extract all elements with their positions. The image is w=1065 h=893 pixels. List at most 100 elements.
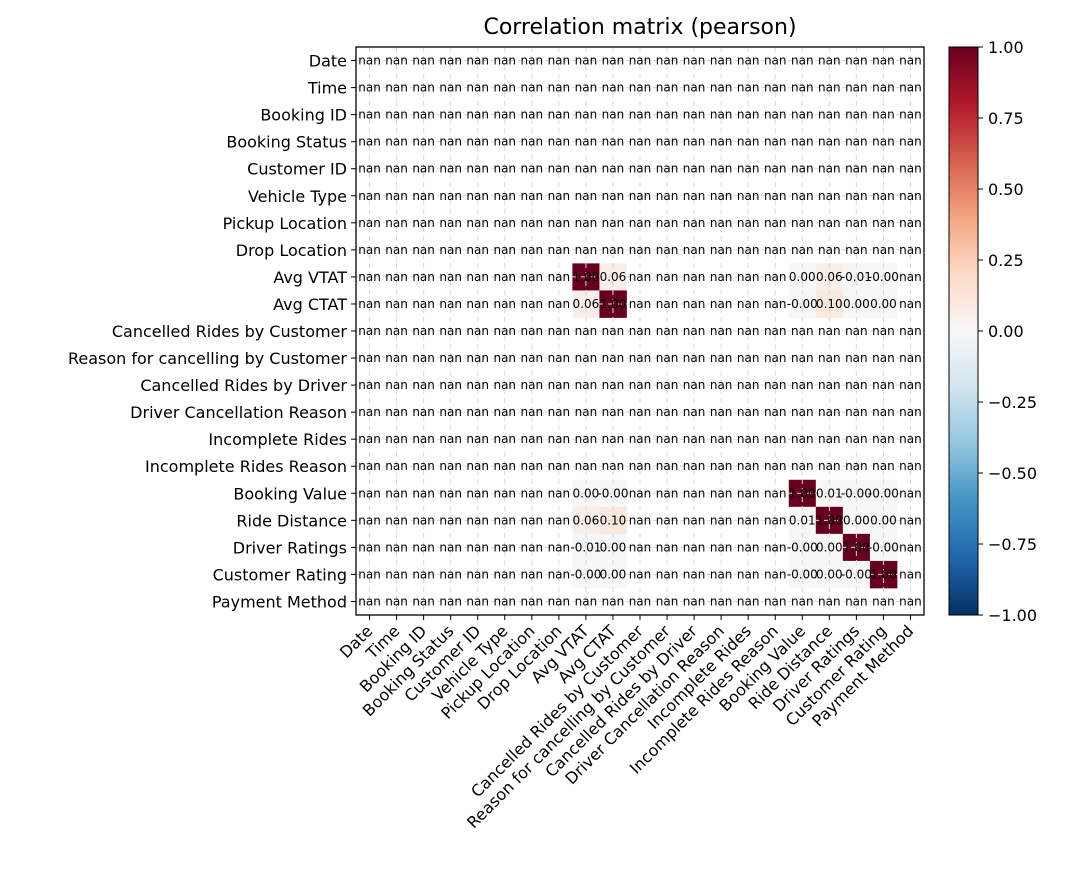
cell-value-label: nan (899, 594, 922, 608)
cell-value-label: nan (899, 243, 922, 257)
cell-value-label: nan (548, 162, 571, 176)
cell-value-label: nan (602, 351, 625, 365)
cell-value-label: nan (412, 540, 435, 554)
row-label-cancelled-rides-by-customer: Cancelled Rides by Customer (112, 322, 348, 341)
cell-value-label: nan (710, 594, 733, 608)
cell-value-label: nan (737, 270, 760, 284)
row-label-incomplete-rides-reason: Incomplete Rides Reason (145, 457, 347, 476)
cell-value-label: nan (602, 459, 625, 473)
heatmap-cell (815, 479, 844, 508)
cell-value-label: nan (602, 54, 625, 68)
cell-value-label: nan (493, 81, 516, 95)
cell-value-label: nan (710, 81, 733, 95)
cell-value-label: nan (493, 135, 516, 149)
cell-value-label: nan (412, 486, 435, 500)
cell-value-label: nan (466, 162, 489, 176)
cell-value-label: nan (791, 54, 814, 68)
cell-value-label: nan (412, 432, 435, 446)
cell-value-label: 1.00 (843, 540, 870, 554)
cell-value-label: nan (683, 135, 706, 149)
colorbar: 1.00 0.75 0.50 0.25 0.00 −0.25 −0.50 −0.75 −1.00 (948, 38, 1037, 625)
cell-value-label: nan (764, 270, 787, 284)
cell-value-label: nan (439, 459, 462, 473)
cell-value-label: nan (385, 81, 408, 95)
cell-value-label: nan (412, 216, 435, 230)
cell-value-label: nan (818, 324, 841, 338)
cell-value-label: nan (412, 135, 435, 149)
cell-value-label: nan (439, 162, 462, 176)
cell-value-label: 0.00 (789, 270, 816, 284)
cell-value-label: nan (737, 486, 760, 500)
cell-value-label: -0.00 (787, 567, 818, 581)
cell-value-label: nan (764, 378, 787, 392)
cell-value-label: nan (899, 297, 922, 311)
cell-value-label: nan (899, 135, 922, 149)
cell-value-label: nan (358, 270, 381, 284)
cell-value-label: nan (737, 243, 760, 257)
cell-value-label: nan (683, 270, 706, 284)
cell-value-label: nan (845, 189, 868, 203)
cell-value-label: nan (358, 351, 381, 365)
cell-value-label: nan (439, 216, 462, 230)
cell-value-label: nan (358, 432, 381, 446)
heatmap-cell-labels: nan nan nan nan nan nan nan nan nan nan nan nan nan n… (358, 54, 922, 609)
cell-value-label: nan (764, 243, 787, 257)
cell-value-label: nan (358, 567, 381, 581)
cell-value-label: nan (791, 594, 814, 608)
cell-value-label: nan (818, 135, 841, 149)
heatmap-cell (842, 479, 871, 508)
cell-value-label: nan (710, 405, 733, 419)
cell-value-label: nan (466, 459, 489, 473)
cell-value-label: nan (656, 216, 679, 230)
cell-value-label: nan (764, 405, 787, 419)
cell-value-label: nan (629, 594, 652, 608)
cell-value-label: nan (439, 108, 462, 122)
cell-value-label: nan (710, 297, 733, 311)
cell-value-label: nan (899, 513, 922, 527)
cell-value-label: nan (575, 324, 598, 338)
cell-value-label: nan (466, 108, 489, 122)
cell-value-label: nan (656, 135, 679, 149)
cell-value-label: nan (493, 594, 516, 608)
colorbar-tick-label: 0.00 (988, 322, 1024, 341)
cell-value-label: nan (656, 567, 679, 581)
cell-value-label: nan (412, 594, 435, 608)
cell-value-label: nan (818, 81, 841, 95)
heatmap-cell (869, 533, 898, 562)
cell-value-label: -0.00 (570, 567, 601, 581)
row-label-drop-location: Drop Location (236, 241, 347, 260)
cell-value-label: nan (656, 459, 679, 473)
cell-value-label: nan (548, 351, 571, 365)
cell-value-label: nan (845, 108, 868, 122)
cell-value-label: nan (710, 540, 733, 554)
cell-value-label: nan (385, 189, 408, 203)
cell-value-label: nan (629, 486, 652, 500)
heatmap-cell (815, 560, 844, 589)
cell-value-label: 0.06 (573, 513, 600, 527)
cell-value-label: nan (385, 540, 408, 554)
cell-value-label: nan (548, 540, 571, 554)
cell-value-label: nan (764, 324, 787, 338)
cell-value-label: -0.00 (868, 540, 899, 554)
cell-value-label: nan (899, 432, 922, 446)
cell-value-label: nan (385, 405, 408, 419)
cell-value-label: nan (412, 297, 435, 311)
cell-value-label: nan (845, 81, 868, 95)
cell-value-label: nan (629, 297, 652, 311)
cell-value-label: nan (683, 81, 706, 95)
cell-value-label: nan (629, 351, 652, 365)
cell-value-label: nan (899, 216, 922, 230)
cell-value-label: nan (439, 243, 462, 257)
cell-value-label: nan (683, 108, 706, 122)
cell-value-label: nan (466, 540, 489, 554)
row-label-incomplete-rides: Incomplete Rides (208, 430, 347, 449)
heatmap-cell (815, 533, 844, 562)
cell-value-label: nan (521, 324, 544, 338)
cell-value-label: nan (791, 405, 814, 419)
cell-value-label: nan (710, 243, 733, 257)
cell-value-label: nan (439, 54, 462, 68)
cell-value-label: nan (710, 189, 733, 203)
cell-value-label: nan (412, 270, 435, 284)
cell-value-label: nan (412, 513, 435, 527)
cell-value-label: nan (493, 405, 516, 419)
